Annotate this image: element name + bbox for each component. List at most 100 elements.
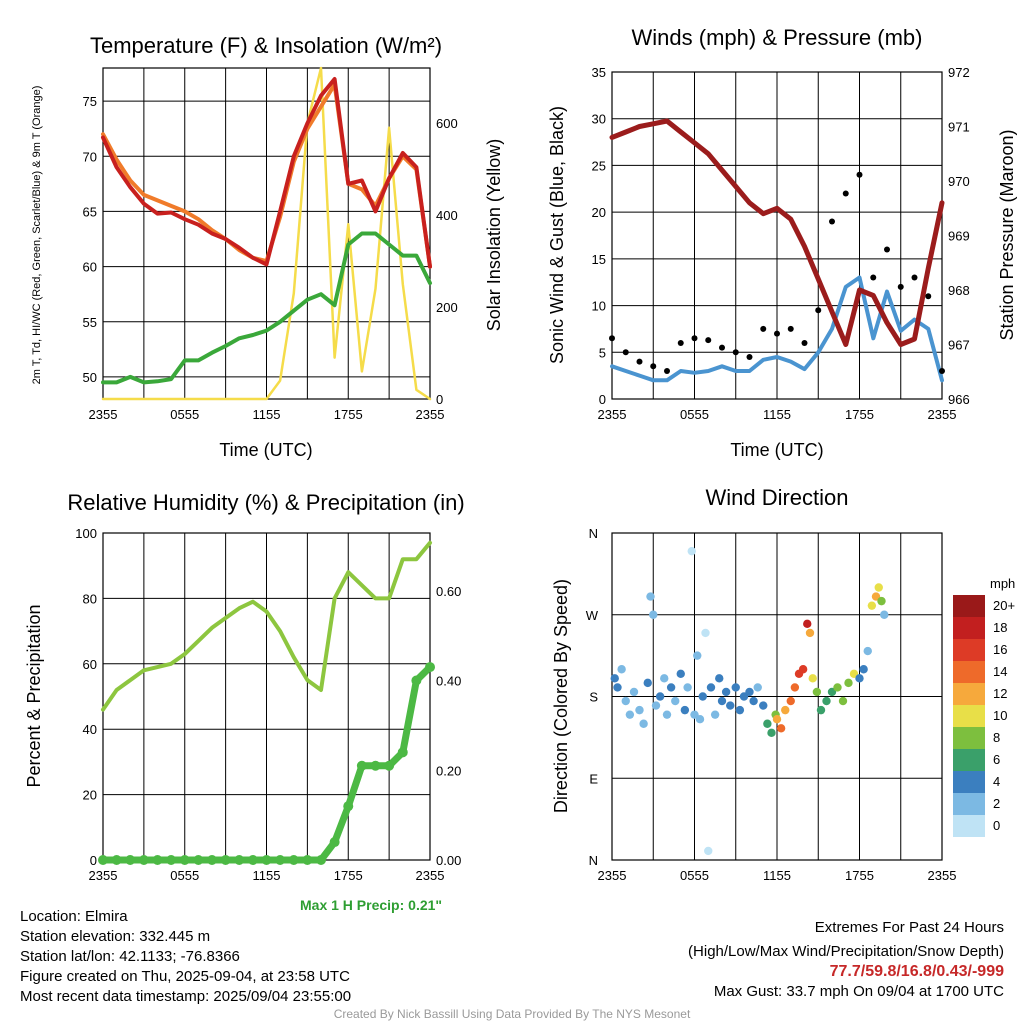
wind-xtick-0555-1: 0555	[680, 407, 709, 422]
dir-point	[701, 628, 710, 638]
extremes-values: 77.7/59.8/16.8/0.43/-999	[829, 963, 1004, 980]
dir-point	[726, 701, 735, 710]
dir-legend-swatch-10	[953, 705, 985, 727]
rh-precip-point	[247, 855, 258, 865]
dir-point	[786, 696, 795, 706]
rh-precip-point	[316, 855, 326, 865]
rh-xtick-1155-2: 1155	[253, 868, 281, 883]
dir-point	[803, 619, 812, 629]
dir-legend-swatch-20+	[953, 595, 985, 617]
wind-xtick-2355-0: 2355	[598, 407, 627, 422]
wind-left-ytick-2: 10	[592, 299, 606, 314]
wind-series-pressure	[609, 118, 945, 347]
dir-legend-label-10: 10	[993, 708, 1007, 723]
wind-title: Winds (mph) & Pressure (mb)	[632, 25, 923, 50]
wind-left-ytick-7: 35	[592, 65, 606, 80]
rh-xtick-2355-0: 2355	[89, 868, 118, 883]
dir-point	[735, 705, 745, 715]
dir-point	[704, 846, 713, 856]
dir-legend-label-0: 0	[993, 818, 1000, 833]
dir-point	[822, 696, 831, 706]
station-info: Location: Elmira Station elevation: 332.…	[20, 907, 351, 1007]
wind-right-ytick-6: 972	[948, 65, 970, 80]
wind-ylabel-left: Sonic Wind & Gust (Blue, Black)	[547, 106, 567, 364]
rh-right-ytick-2: 0.40	[436, 674, 461, 689]
dir-point	[833, 683, 842, 692]
dir-point	[617, 665, 626, 674]
dir-xtick-2355-0: 2355	[598, 868, 627, 883]
dir-legend-label-14: 14	[993, 664, 1007, 679]
rh-left-ytick-2: 40	[83, 722, 97, 737]
dir-xtick-2355-4: 2355	[928, 868, 957, 883]
wind-gust-point	[622, 349, 629, 356]
temp-ylabel-right: Solar Insolation (Yellow)	[484, 139, 504, 331]
rh-left-ytick-1: 20	[83, 788, 97, 803]
rh-left-ytick-5: 100	[75, 526, 97, 541]
dir-point	[698, 692, 707, 701]
dir-point	[721, 687, 731, 697]
temp-xtick-1155-2: 1155	[253, 407, 281, 422]
dir-point	[666, 683, 676, 692]
wind-gust-point	[897, 283, 904, 290]
dir-point	[695, 715, 705, 724]
dir-ytick-S-2: S	[589, 690, 598, 705]
wind-gust-point	[925, 293, 932, 300]
wind-gust-point	[636, 358, 643, 365]
temp-xtick-0555-1: 0555	[170, 407, 199, 422]
dir-legend-swatch-6	[953, 749, 985, 771]
rh-xtick-2355-4: 2355	[416, 868, 445, 883]
temp-series-temp2m	[101, 77, 432, 269]
dir-point	[877, 596, 886, 606]
dir-point	[790, 683, 800, 692]
dir-point	[880, 610, 889, 619]
dir-point	[680, 705, 690, 715]
dir-legend-label-16: 16	[993, 642, 1007, 657]
dir-legend-label-18: 18	[993, 620, 1007, 635]
rh-precip-point	[207, 855, 217, 865]
rh-title: Relative Humidity (%) & Precipitation (i…	[67, 490, 464, 515]
temp-left-ytick-3: 65	[83, 204, 97, 219]
dir-point	[671, 696, 680, 706]
wind-series-sonic	[610, 275, 944, 383]
dir-ytick-E-1: E	[589, 771, 598, 786]
elevation-text: Station elevation: 332.445 m	[20, 928, 211, 945]
rh-precip-point	[138, 855, 149, 865]
dir-point	[798, 665, 808, 674]
rh-precip-point	[425, 662, 435, 673]
rh-precip-point	[302, 855, 313, 865]
rh-series-humidity	[101, 540, 432, 712]
dir-legend-swatch-14	[953, 661, 985, 683]
dir-ytick-N-0: N	[589, 853, 598, 868]
rh-left-ytick-0: 0	[90, 853, 97, 868]
dir-point	[715, 674, 724, 683]
dir-point	[816, 705, 826, 715]
rh-precip-point	[288, 855, 299, 865]
wind-right-ytick-3: 969	[948, 229, 970, 244]
rh-precip-point	[166, 855, 177, 865]
wind-gust-point	[677, 339, 684, 346]
dir-legend-swatch-4	[953, 771, 985, 793]
wind-left-ytick-5: 25	[592, 158, 606, 173]
dir-point	[651, 701, 661, 710]
dir-point	[874, 583, 883, 592]
wind-left-ytick-6: 30	[592, 112, 606, 127]
dir-ylabel-left: Direction (Colored By Speed)	[551, 579, 571, 813]
wind-gust-point	[732, 349, 739, 356]
dir-point	[621, 696, 630, 706]
extremes-block: Extremes For Past 24 Hours (High/Low/Max…	[688, 918, 1004, 1002]
dir-point	[812, 687, 822, 697]
temp-title: Temperature (F) & Insolation (W/m²)	[90, 33, 442, 58]
wind-gust-point	[691, 335, 698, 342]
dir-legend-title: mph	[990, 576, 1015, 591]
wind-xlabel: Time (UTC)	[730, 440, 823, 460]
dir-legend-label-12: 12	[993, 686, 1007, 701]
rh-precip-point	[179, 855, 190, 865]
dir-point	[838, 696, 848, 706]
dir-xtick-1155-2: 1155	[763, 868, 791, 883]
dir-point	[844, 678, 853, 688]
dir-point	[781, 705, 790, 715]
dir-point	[731, 683, 740, 692]
dir-point	[646, 592, 655, 601]
wind-gust-point	[856, 171, 863, 178]
dir-point	[687, 546, 696, 556]
